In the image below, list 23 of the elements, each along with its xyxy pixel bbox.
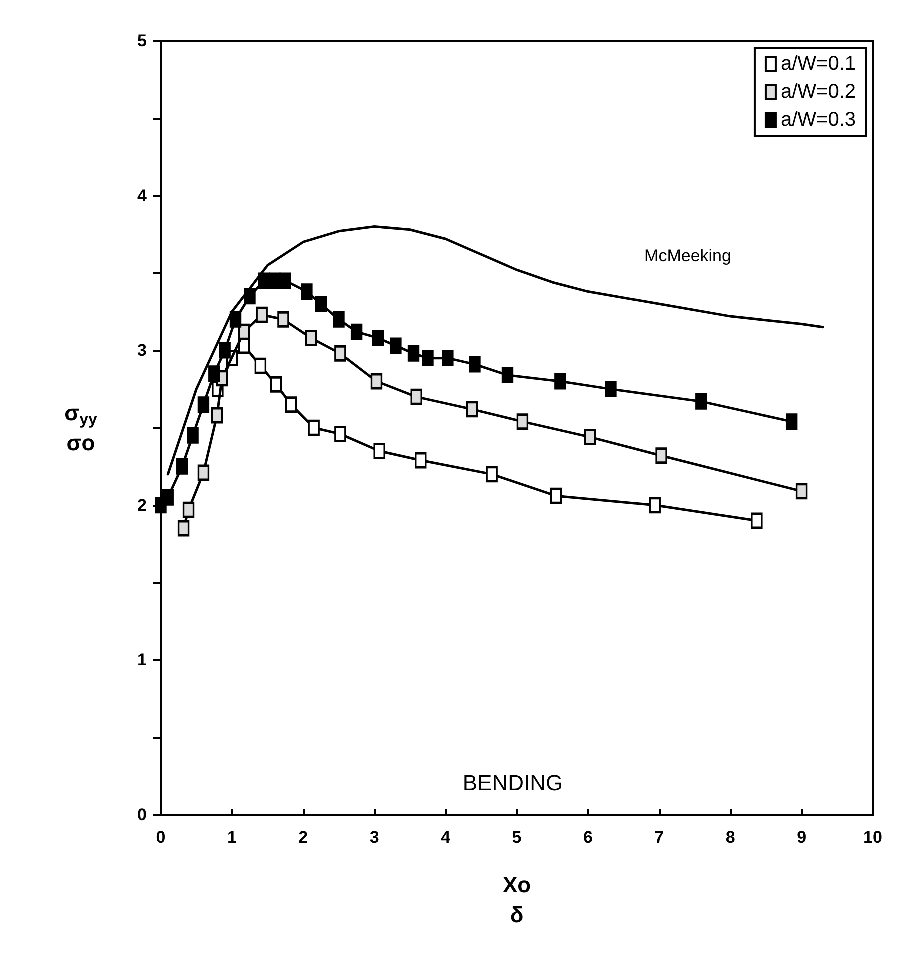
x-tick-label: 4	[441, 828, 452, 847]
y-tick-label: 5	[138, 32, 147, 50]
x-tick-label: 6	[583, 828, 593, 847]
x-tick-label: 7	[654, 828, 664, 847]
legend-label: a/W=0.2	[780, 81, 856, 103]
x-tick-label: 10	[864, 828, 882, 847]
y-tick-label: 0	[138, 806, 147, 824]
x-tick-label: 5	[512, 828, 522, 847]
x-tick-label: 8	[726, 828, 736, 847]
x-tick-label: 1	[227, 828, 237, 847]
x-axis-title: Xo δ	[502, 872, 532, 928]
legend-label: a/W=0.3	[780, 109, 856, 131]
legend-label: a/W=0.1	[780, 53, 856, 75]
y-tick-label: 4	[138, 186, 148, 206]
y-tick-label: 3	[138, 341, 147, 360]
x-tick-label: 2	[298, 828, 308, 847]
x-tick-label: 9	[797, 828, 807, 847]
x-tick-label: 0	[156, 828, 166, 847]
y-tick-label: 2	[138, 496, 147, 515]
x-tick-label: 3	[370, 828, 380, 847]
y-tick-label: 1	[138, 650, 147, 670]
annotation: BENDING	[462, 770, 564, 796]
annotation: McMeeking	[644, 246, 732, 266]
